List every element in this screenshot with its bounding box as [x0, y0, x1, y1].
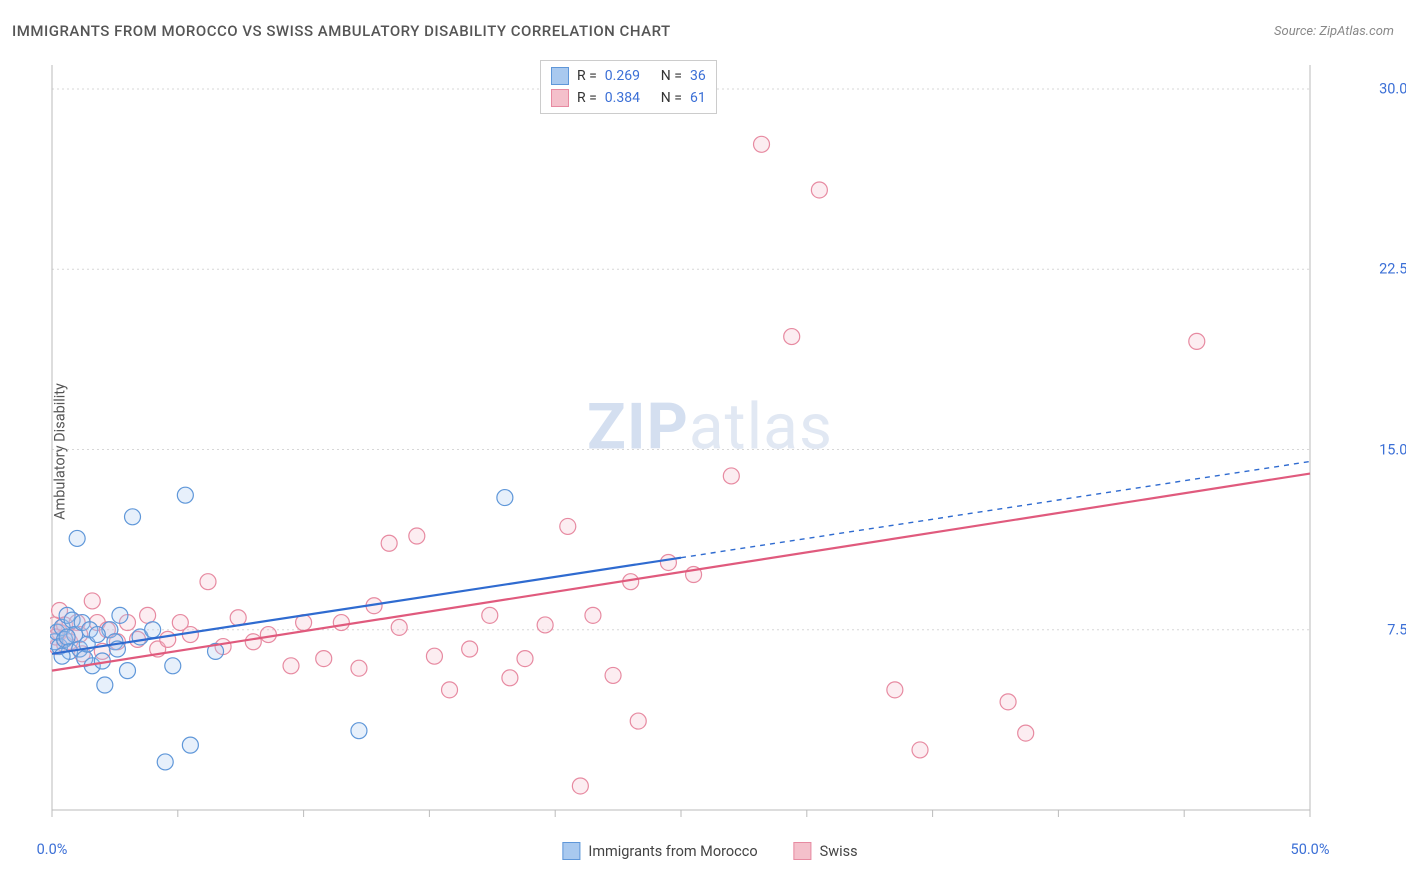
data-point-swiss: [283, 658, 299, 674]
r-value: 0.269: [605, 68, 653, 84]
data-point-swiss: [409, 528, 425, 544]
data-point-swiss: [517, 651, 533, 667]
data-point-morocco: [165, 658, 181, 674]
data-point-morocco: [177, 487, 193, 503]
data-point-swiss: [140, 607, 156, 623]
legend-label: Swiss: [820, 843, 858, 860]
legend-swatch: [794, 842, 812, 860]
data-point-swiss: [502, 670, 518, 686]
legend-item: Immigrants from Morocco: [562, 842, 757, 860]
legend-swatch-swiss: [551, 89, 569, 107]
data-point-morocco: [157, 754, 173, 770]
r-value: 0.384: [605, 90, 653, 106]
data-point-swiss: [316, 651, 332, 667]
data-point-morocco: [97, 677, 113, 693]
data-point-swiss: [442, 682, 458, 698]
data-point-swiss: [462, 641, 478, 657]
series-legend: Immigrants from Morocco Swiss: [562, 842, 857, 860]
data-point-morocco: [59, 629, 75, 645]
data-point-swiss: [723, 468, 739, 484]
n-value: 36: [690, 68, 706, 84]
data-point-swiss: [260, 627, 276, 643]
data-point-morocco: [112, 607, 128, 623]
data-point-swiss: [784, 329, 800, 345]
y-tick-label: 22.5%: [1379, 261, 1406, 278]
r-label: R =: [577, 68, 597, 84]
data-point-swiss: [381, 535, 397, 551]
legend-swatch-morocco: [551, 67, 569, 85]
data-point-swiss: [811, 182, 827, 198]
data-point-morocco: [69, 530, 85, 546]
data-point-swiss: [630, 713, 646, 729]
legend-item: Swiss: [794, 842, 858, 860]
scatter-plot: [50, 55, 1370, 830]
legend-label: Immigrants from Morocco: [588, 843, 757, 860]
data-point-swiss: [605, 667, 621, 683]
legend-swatch: [562, 842, 580, 860]
data-point-swiss: [482, 607, 498, 623]
data-point-morocco: [125, 509, 141, 525]
data-point-swiss: [230, 610, 246, 626]
y-tick-label: 15.0%: [1379, 441, 1406, 458]
data-point-swiss: [537, 617, 553, 633]
data-point-morocco: [351, 723, 367, 739]
data-point-swiss: [560, 518, 576, 534]
data-point-swiss: [245, 634, 261, 650]
trend-line-swiss: [52, 474, 1310, 671]
data-point-morocco: [89, 627, 105, 643]
n-label: N =: [661, 68, 682, 84]
data-point-swiss: [585, 607, 601, 623]
correlation-legend: R = 0.269 N = 36 R = 0.384 N = 61: [540, 60, 717, 114]
data-point-swiss: [572, 778, 588, 794]
data-point-swiss: [391, 619, 407, 635]
x-tick-label: 0.0%: [37, 841, 68, 858]
data-point-morocco: [145, 622, 161, 638]
correlation-row-morocco: R = 0.269 N = 36: [551, 65, 706, 87]
y-tick-label: 7.5%: [1387, 621, 1406, 638]
x-tick-label: 50.0%: [1291, 841, 1330, 858]
data-point-swiss: [1018, 725, 1034, 741]
trend-line-dash-morocco: [681, 462, 1310, 558]
y-tick-label: 30.0%: [1379, 81, 1406, 98]
data-point-swiss: [333, 615, 349, 631]
data-point-swiss: [754, 136, 770, 152]
data-point-morocco: [497, 490, 513, 506]
data-point-swiss: [912, 742, 928, 758]
data-point-swiss: [351, 660, 367, 676]
n-value: 61: [690, 90, 706, 106]
chart-area: Ambulatory Disability ZIPatlas 7.5%15.0%…: [50, 55, 1370, 830]
data-point-swiss: [660, 554, 676, 570]
data-point-swiss: [84, 593, 100, 609]
data-point-swiss: [426, 648, 442, 664]
correlation-row-swiss: R = 0.384 N = 61: [551, 87, 706, 109]
data-point-morocco: [182, 737, 198, 753]
data-point-swiss: [1189, 333, 1205, 349]
source-label: Source: ZipAtlas.com: [1274, 24, 1394, 39]
n-label: N =: [661, 90, 682, 106]
r-label: R =: [577, 90, 597, 106]
chart-title: IMMIGRANTS FROM MOROCCO VS SWISS AMBULAT…: [12, 22, 671, 40]
trend-line-morocco: [52, 558, 681, 654]
data-point-morocco: [119, 663, 135, 679]
data-point-swiss: [160, 631, 176, 647]
data-point-swiss: [887, 682, 903, 698]
data-point-swiss: [200, 574, 216, 590]
data-point-swiss: [1000, 694, 1016, 710]
